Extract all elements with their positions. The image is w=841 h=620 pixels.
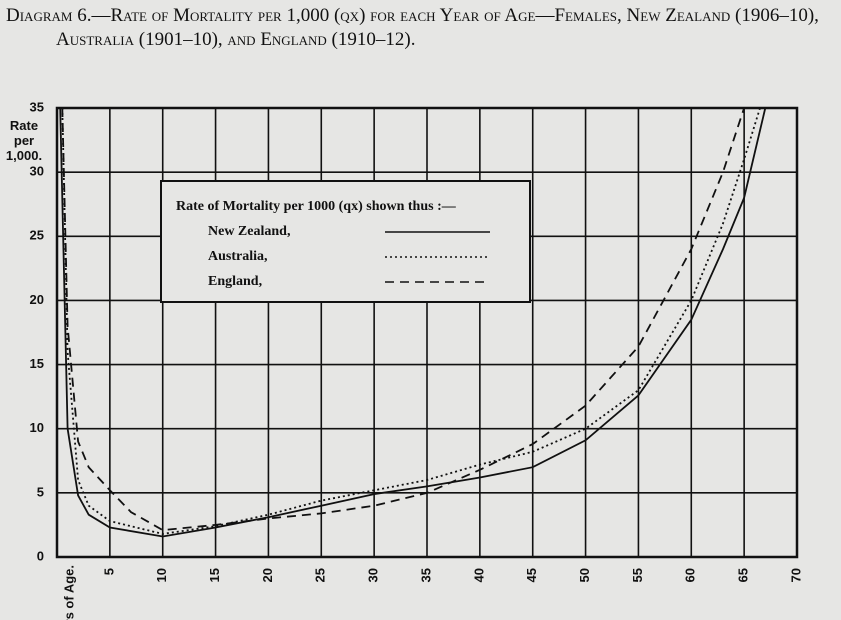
x-tick-label: 50 [577, 568, 592, 582]
y-tick-label: 30 [30, 164, 44, 179]
x-tick-label: 10 [154, 568, 169, 582]
x-tick-label: 20 [260, 568, 275, 582]
y-tick-label: 35 [30, 99, 44, 114]
x-tick-label: 55 [630, 568, 645, 582]
x-tick-label: 15 [207, 568, 222, 582]
x-tick-label: 25 [313, 568, 328, 582]
y-tick-label: 15 [30, 356, 44, 371]
x-axis-label: Years of Age. [61, 565, 76, 620]
x-tick-label: 70 [788, 568, 803, 582]
x-tick-label: 40 [471, 568, 486, 582]
legend-title: Rate of Mortality per 1000 (qx) shown th… [176, 199, 457, 214]
x-tick-label: 35 [418, 568, 433, 582]
series-line [59, 107, 767, 538]
y-axis-label: Rate per 1,000. [5, 118, 43, 163]
series-line [61, 107, 761, 535]
legend-label: Australia, [208, 249, 268, 264]
x-tick-label: 60 [683, 568, 698, 582]
chart-title: Diagram 6.—Rate of Mortality per 1,000 (… [6, 5, 819, 50]
x-tick-label: 30 [366, 568, 381, 582]
y-tick-label: 20 [30, 292, 44, 307]
y-tick-label: 10 [30, 420, 44, 435]
series-line [61, 107, 745, 532]
x-tick-label: 65 [736, 568, 751, 582]
legend-label: New Zealand, [208, 224, 290, 239]
y-tick-label: 5 [37, 484, 44, 499]
plot-frame [55, 106, 799, 559]
x-tick-label: 45 [524, 568, 539, 582]
legend: Rate of Mortality per 1000 (qx) shown th… [160, 180, 531, 303]
legend-label: England, [208, 274, 262, 289]
y-tick-label: 0 [37, 548, 44, 563]
y-tick-label: 25 [30, 228, 44, 243]
x-tick-label: 5 [101, 568, 116, 575]
